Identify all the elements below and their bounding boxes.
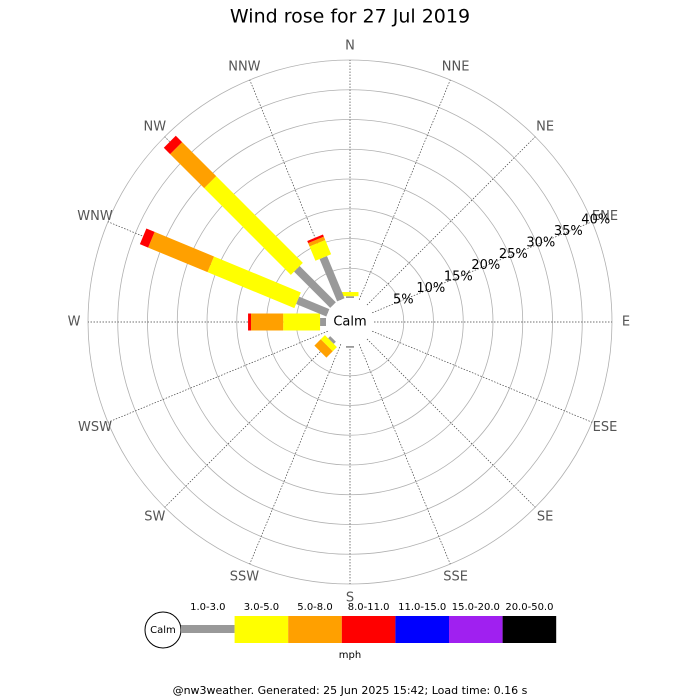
bar-segment: [296, 296, 330, 317]
bar-segment: [346, 346, 354, 348]
direction-label: SSE: [443, 569, 468, 584]
direction-label: SSW: [230, 569, 260, 584]
bar-segment: [346, 296, 354, 298]
direction-label: ENE: [592, 209, 618, 224]
chart-title: Wind rose for 27 Jul 2019: [230, 6, 470, 28]
r-tick-label: 30%: [526, 235, 555, 250]
direction-label: NE: [536, 119, 554, 134]
legend-calm-label: Calm: [150, 625, 176, 636]
bar-segment: [170, 142, 217, 189]
r-tick-label: 15%: [444, 270, 473, 285]
bar-segment: [307, 234, 324, 244]
spoke: [372, 330, 593, 423]
legend-label: 8.0-11.0: [348, 602, 390, 613]
r-tick-label: 5%: [393, 292, 414, 307]
legend-swatch: [234, 616, 289, 643]
unit-label: mph: [339, 650, 361, 661]
legend-label: 5.0-8.0: [297, 602, 332, 613]
bar-segment: [320, 335, 337, 352]
legend-swatch: [341, 616, 396, 643]
legend-label: 3.0-5.0: [244, 602, 279, 613]
r-tick-label: 10%: [416, 281, 445, 296]
r-tick-label: 35%: [554, 224, 583, 239]
bar-segment: [320, 318, 326, 326]
spoke: [358, 344, 451, 565]
legend-swatch: [181, 625, 235, 633]
grid-ring: [206, 178, 494, 466]
spoke: [249, 344, 342, 565]
bar-segment: [283, 313, 321, 331]
direction-label: SE: [537, 510, 553, 525]
grid-ring: [236, 208, 464, 436]
spoke: [358, 79, 451, 300]
direction-label: N: [345, 39, 355, 54]
bar-segment: [148, 231, 214, 273]
bar-segment: [328, 336, 336, 344]
r-tick-label: 20%: [471, 258, 500, 273]
legend-swatch: [288, 616, 342, 643]
r-tick-label: 40%: [581, 213, 610, 228]
legend-swatch: [449, 616, 503, 643]
direction-label: SW: [144, 510, 165, 525]
direction-label: ESE: [593, 420, 618, 435]
direction-label: NNW: [228, 60, 260, 75]
spoke: [372, 221, 593, 314]
legend-label: 1.0-3.0: [190, 602, 225, 613]
bar-segment: [204, 176, 303, 275]
grid-ring: [176, 148, 524, 496]
direction-label: NNE: [442, 60, 470, 75]
bar-segment: [319, 255, 345, 302]
bar-segment: [314, 339, 333, 358]
bar-segment: [294, 266, 336, 308]
direction-label: W: [68, 315, 81, 330]
spoke: [366, 136, 536, 306]
legend-label: 11.0-15.0: [398, 602, 446, 613]
bar-segment: [248, 313, 252, 331]
spoke: [107, 330, 328, 423]
bar-segment: [251, 313, 284, 331]
legend-swatch: [502, 616, 557, 643]
r-tick-label: 25%: [499, 247, 528, 262]
spoke: [164, 338, 334, 508]
legend-swatch: [395, 616, 449, 643]
bar-segment: [309, 239, 332, 261]
footer: @nw3weather. Generated: 25 Jun 2025 15:4…: [173, 684, 528, 697]
direction-label: WSW: [78, 420, 112, 435]
bar-segment: [163, 135, 183, 155]
spoke: [366, 338, 536, 508]
direction-label: E: [622, 315, 630, 330]
legend-label: 15.0-20.0: [452, 602, 500, 613]
calm-label: Calm: [333, 315, 366, 330]
bar-segment: [341, 292, 359, 297]
legend-label: 20.0-50.0: [505, 602, 553, 613]
bar-segment: [139, 228, 155, 248]
direction-label: WNW: [77, 209, 113, 224]
direction-label: NW: [144, 119, 167, 134]
bar-segment: [308, 236, 326, 247]
direction-label: S: [346, 591, 354, 606]
calm-circle: [327, 299, 373, 345]
bar-segment: [207, 256, 301, 309]
